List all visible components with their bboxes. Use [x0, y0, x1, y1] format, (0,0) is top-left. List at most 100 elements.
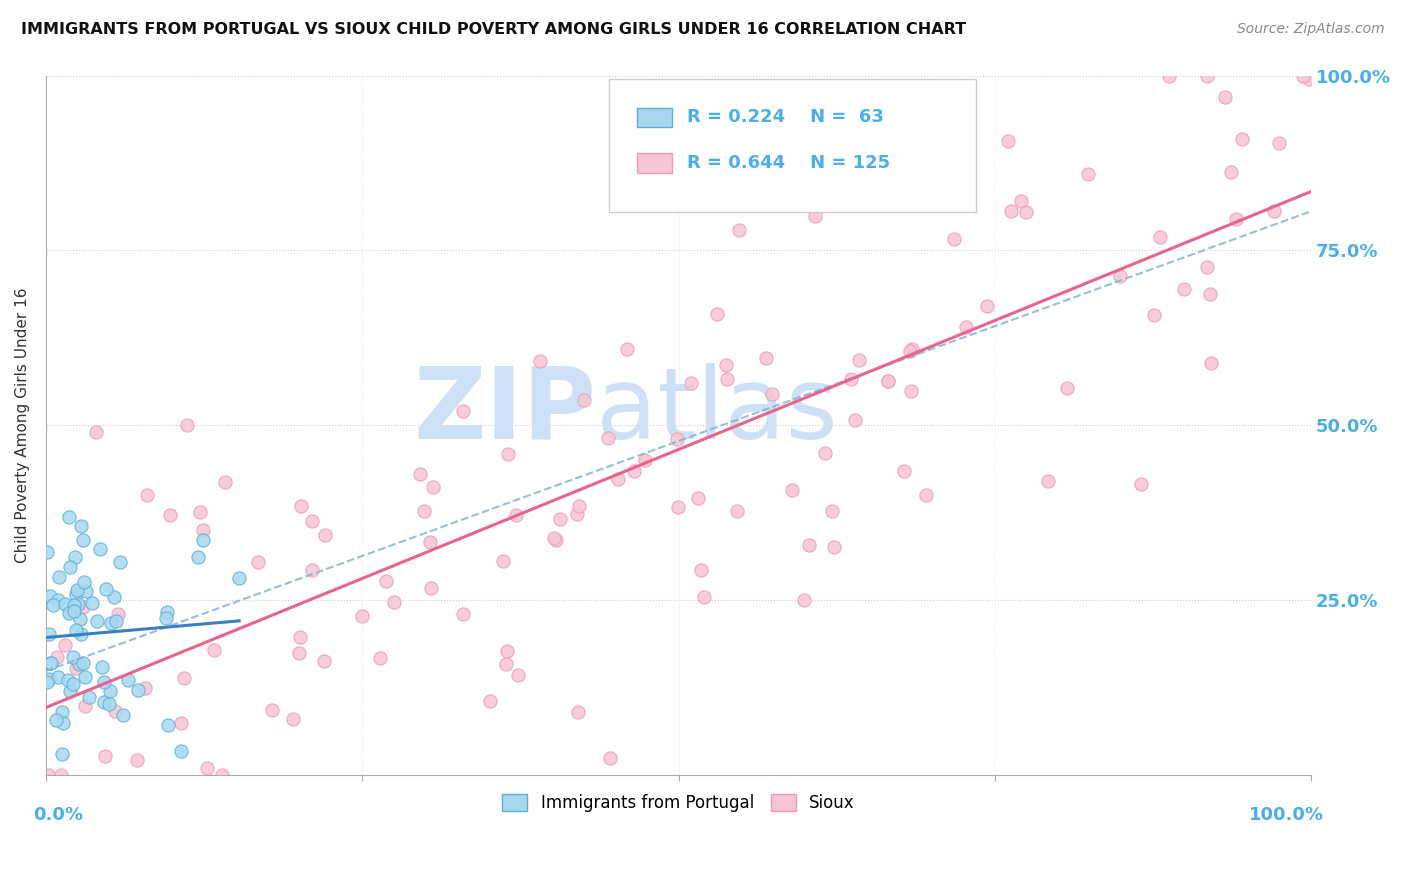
- Point: [155, 611, 177, 625]
- Point: [453, 404, 475, 418]
- Point: [706, 306, 728, 320]
- Point: [1143, 308, 1166, 322]
- Point: [42, 599, 65, 613]
- Point: [173, 671, 195, 685]
- Point: [93, 695, 115, 709]
- Point: [77, 690, 100, 704]
- Point: [495, 657, 517, 671]
- Point: [877, 374, 900, 388]
- Point: [844, 413, 866, 427]
- Point: [72, 656, 94, 670]
- Point: [419, 535, 441, 549]
- Point: [666, 432, 689, 446]
- Point: [955, 319, 977, 334]
- Point: [45, 713, 67, 727]
- Point: [72, 575, 94, 590]
- Point: [596, 431, 619, 445]
- Point: [1292, 69, 1315, 83]
- Point: [679, 376, 702, 391]
- Point: [66, 582, 89, 597]
- Point: [156, 717, 179, 731]
- Point: [1077, 168, 1099, 182]
- Point: [606, 471, 628, 485]
- Point: [288, 631, 311, 645]
- Point: [823, 540, 845, 554]
- Point: [159, 508, 181, 523]
- Point: [496, 447, 519, 461]
- Point: [51, 705, 73, 719]
- Point: [506, 667, 529, 681]
- Point: [70, 519, 93, 533]
- Point: [39, 589, 62, 603]
- Point: [1263, 204, 1285, 219]
- Point: [1215, 89, 1237, 103]
- Point: [451, 607, 474, 621]
- Point: [716, 358, 738, 372]
- Point: [93, 674, 115, 689]
- Point: [107, 607, 129, 621]
- Point: [56, 673, 79, 687]
- Point: [301, 563, 323, 577]
- Point: [312, 654, 335, 668]
- Bar: [637, 108, 672, 128]
- Point: [793, 593, 815, 607]
- Point: [808, 184, 831, 198]
- Point: [75, 583, 97, 598]
- Point: [62, 598, 84, 612]
- Point: [368, 651, 391, 665]
- Point: [97, 697, 120, 711]
- Point: [893, 464, 915, 478]
- Point: [59, 683, 82, 698]
- Point: [496, 644, 519, 658]
- Point: [63, 550, 86, 565]
- Point: [572, 393, 595, 408]
- Point: [100, 615, 122, 630]
- Point: [38, 656, 60, 670]
- Point: [716, 372, 738, 386]
- Point: [761, 386, 783, 401]
- Point: [599, 751, 621, 765]
- Point: [848, 353, 870, 368]
- Point: [901, 342, 924, 356]
- Bar: [637, 153, 672, 173]
- Point: [67, 657, 90, 672]
- Point: [492, 554, 515, 568]
- Point: [1000, 204, 1022, 219]
- Point: [63, 604, 86, 618]
- Text: Source: ZipAtlas.com: Source: ZipAtlas.com: [1237, 22, 1385, 37]
- Point: [65, 661, 87, 675]
- Point: [1130, 476, 1153, 491]
- Point: [62, 650, 84, 665]
- Point: [46, 671, 69, 685]
- Point: [283, 712, 305, 726]
- Point: [53, 638, 76, 652]
- Point: [1219, 165, 1241, 179]
- Point: [188, 505, 211, 519]
- Point: [105, 614, 128, 628]
- Point: [543, 531, 565, 545]
- Point: [799, 538, 821, 552]
- Point: [170, 715, 193, 730]
- Point: [314, 527, 336, 541]
- Point: [1199, 355, 1222, 369]
- Point: [1036, 474, 1059, 488]
- Point: [246, 555, 269, 569]
- Text: atlas: atlas: [596, 362, 838, 459]
- Point: [48, 569, 70, 583]
- Point: [1159, 69, 1181, 83]
- Point: [84, 425, 107, 440]
- Text: 0.0%: 0.0%: [34, 806, 83, 824]
- Point: [900, 384, 922, 398]
- Point: [1197, 260, 1219, 274]
- Legend: Immigrants from Portugal, Sioux: Immigrants from Portugal, Sioux: [496, 787, 862, 819]
- Point: [51, 747, 73, 761]
- Point: [37, 674, 59, 689]
- Point: [693, 590, 716, 604]
- Point: [214, 475, 236, 489]
- Point: [352, 609, 374, 624]
- Point: [813, 446, 835, 460]
- Point: [73, 698, 96, 713]
- Point: [727, 223, 749, 237]
- Text: 100.0%: 100.0%: [1249, 806, 1324, 824]
- Point: [58, 607, 80, 621]
